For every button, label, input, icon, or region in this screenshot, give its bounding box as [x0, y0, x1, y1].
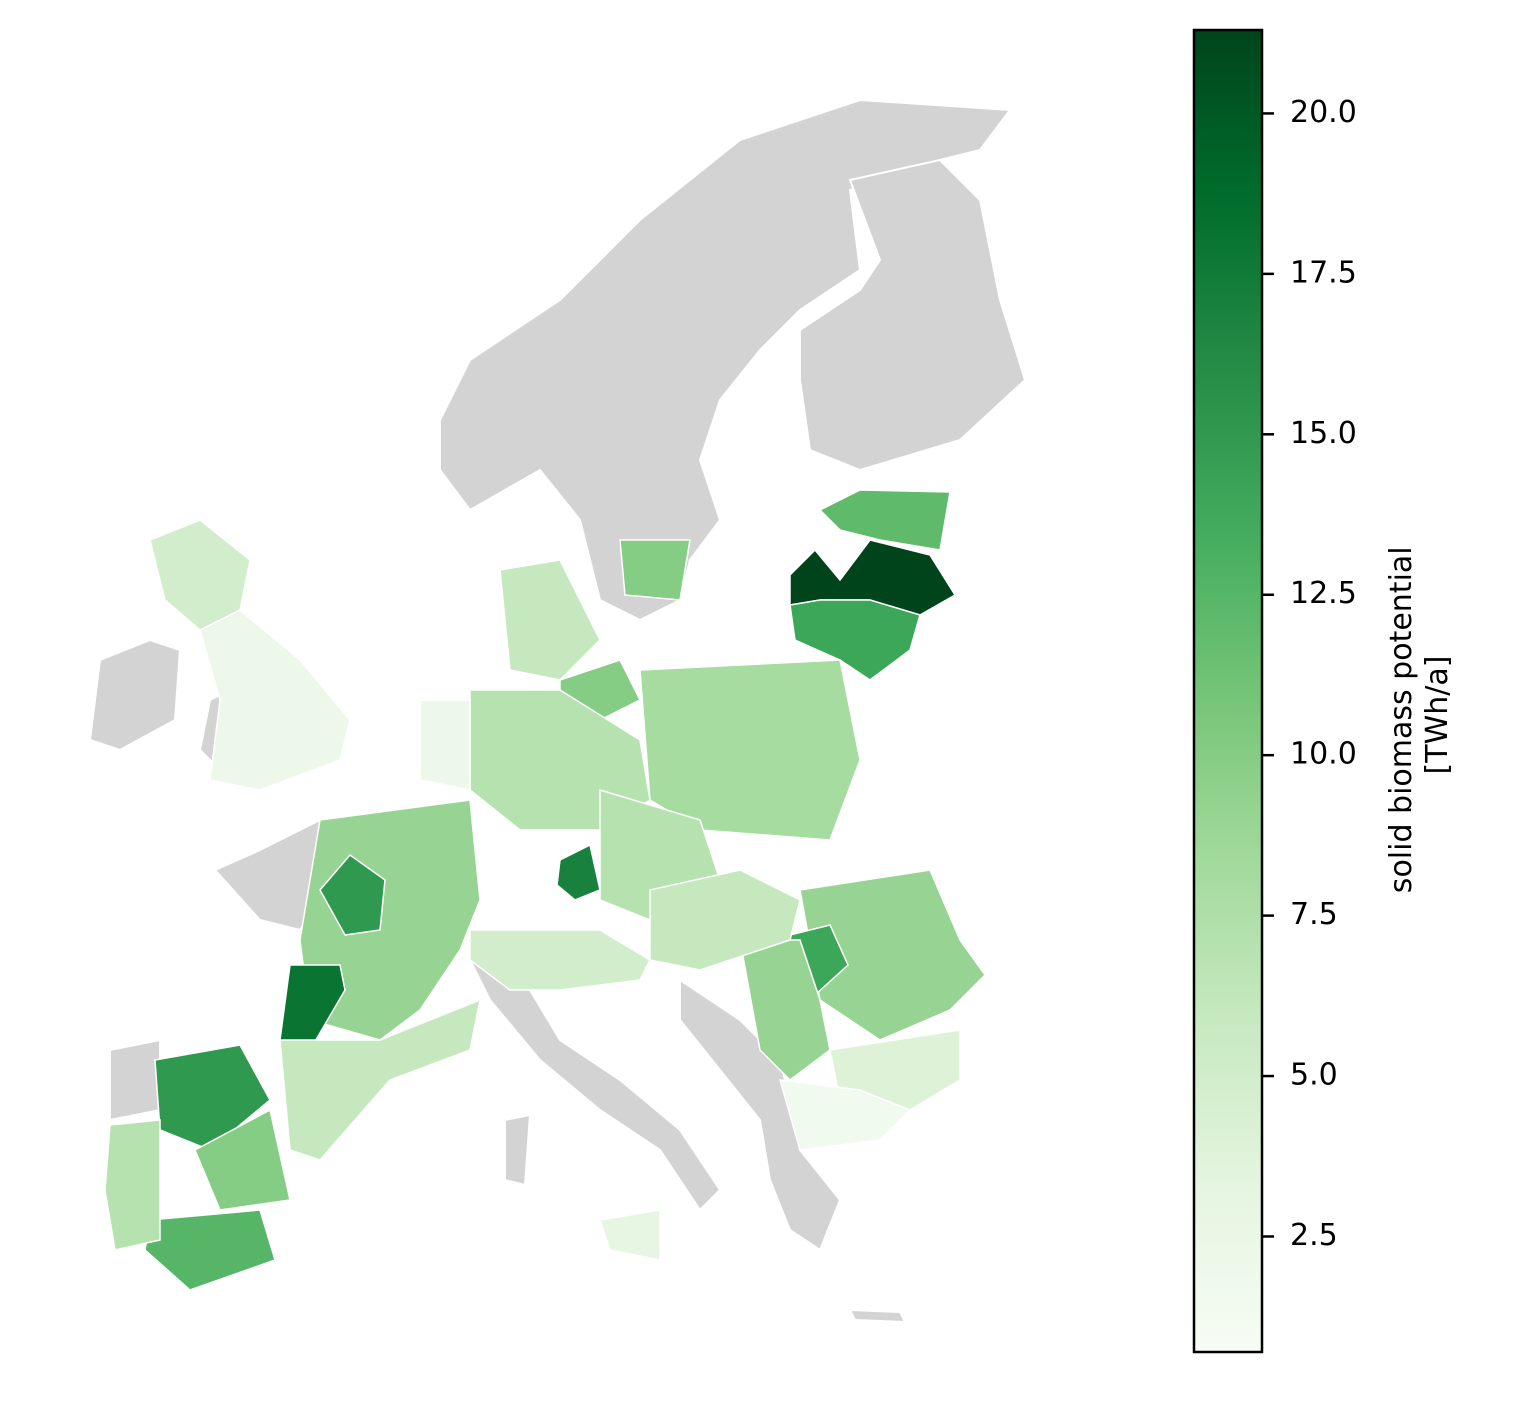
region: [419, 699, 471, 791]
tick-label: 17.5: [1290, 255, 1357, 290]
colorbar: [1192, 28, 1264, 1354]
region: [279, 998, 482, 1161]
tick-label: 10.0: [1290, 737, 1357, 772]
region: [599, 1209, 661, 1261]
land: [88, 638, 182, 752]
region: [556, 843, 601, 901]
land: [848, 1308, 907, 1324]
tick-label: 12.5: [1290, 576, 1357, 611]
region: [279, 964, 346, 1051]
region: [499, 559, 601, 681]
region: [144, 1209, 276, 1291]
region: [789, 599, 921, 681]
region: [818, 489, 951, 551]
region: [319, 853, 386, 936]
regions: [104, 489, 986, 1291]
region: [194, 1108, 291, 1211]
region: [649, 869, 801, 971]
colorbar-label-line: [TWh/a]: [1420, 656, 1455, 775]
region: [639, 659, 861, 841]
land: [109, 1038, 161, 1122]
tick-label: 2.5: [1290, 1218, 1338, 1253]
colorbar-label-line: solid biomass potential: [1384, 546, 1419, 893]
land: [439, 98, 1012, 622]
region: [619, 539, 691, 601]
region: [104, 1119, 161, 1251]
region: [154, 1044, 271, 1151]
land: [504, 1113, 532, 1187]
region: [199, 609, 351, 791]
tick-label: 20.0: [1290, 95, 1357, 130]
land: [799, 158, 1027, 472]
region: [799, 869, 986, 1041]
tick-label: 15.0: [1290, 416, 1357, 451]
tick-label: 5.0: [1290, 1058, 1338, 1093]
tick-label: 7.5: [1290, 897, 1338, 932]
colorbar-label: solid biomass potential [TWh/a]: [1384, 537, 1455, 893]
region: [469, 929, 651, 991]
region: [778, 1079, 912, 1151]
